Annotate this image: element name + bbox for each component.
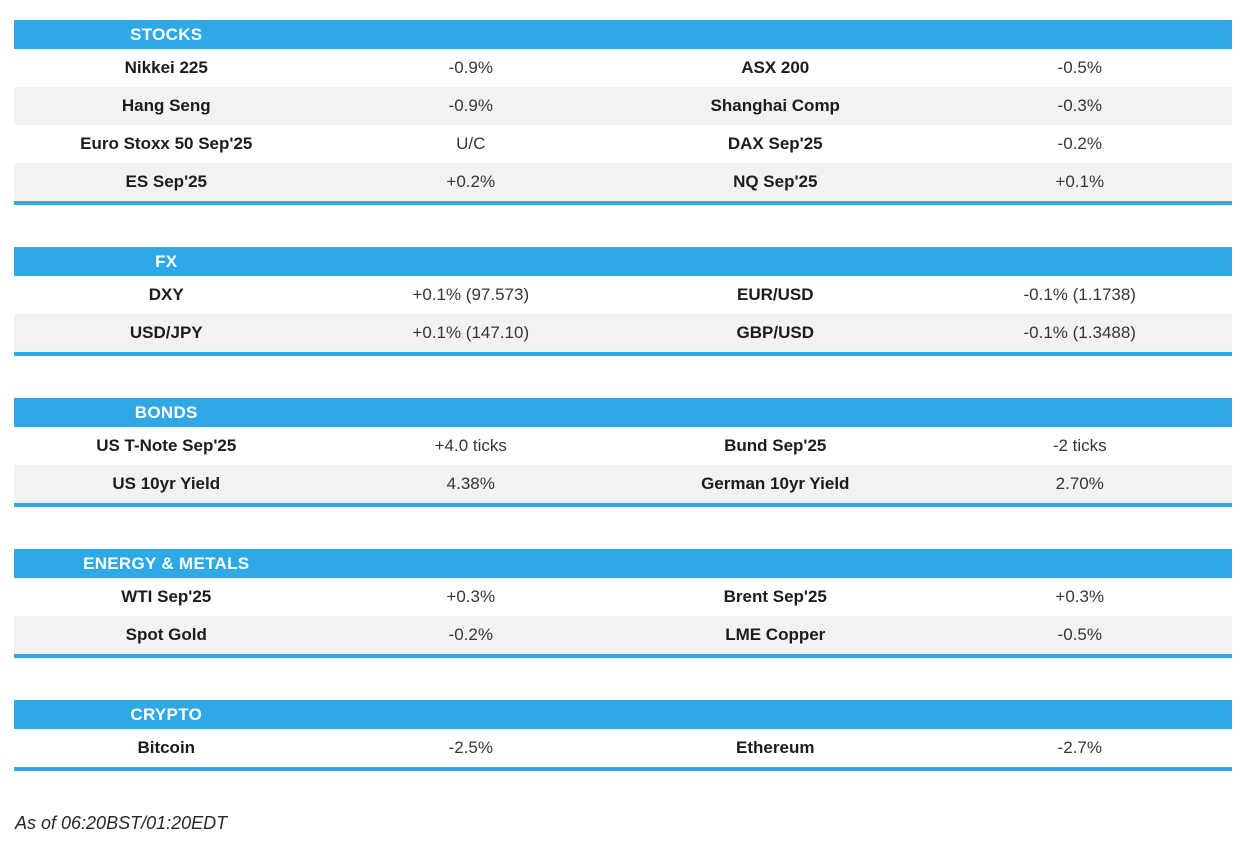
instrument-value: -0.5% bbox=[1057, 58, 1102, 77]
table-row: Euro Stoxx 50 Sep'25 U/C DAX Sep'25 -0.2% bbox=[14, 125, 1232, 163]
instrument-value: 2.70% bbox=[1055, 474, 1104, 493]
section-title: BONDS bbox=[134, 402, 198, 422]
instrument-label: Brent Sep'25 bbox=[723, 587, 827, 606]
instrument-value: -0.5% bbox=[1057, 625, 1102, 644]
instrument-label: Hang Seng bbox=[121, 96, 211, 115]
table-row: USD/JPY +0.1% (147.10) GBP/USD -0.1% (1.348… bbox=[14, 314, 1232, 352]
instrument-value: -2 ticks bbox=[1052, 436, 1107, 455]
section-title: STOCKS bbox=[130, 24, 203, 44]
instrument-value: -0.9% bbox=[448, 58, 493, 77]
table-row: DXY +0.1% (97.573) EUR/USD -0.1% (1.1738) bbox=[14, 276, 1232, 314]
section-table-stocks: STOCKS Nikkei 225 -0.9% ASX 200 -0.5% Hang S… bbox=[14, 20, 1232, 205]
instrument-label: DAX Sep'25 bbox=[727, 134, 823, 153]
section-table-energy-metals: ENERGY & METALS WTI Sep'25 +0.3% Brent Sep… bbox=[14, 549, 1232, 658]
instrument-value: -0.1% (1.3488) bbox=[1023, 323, 1136, 342]
instrument-label: GBP/USD bbox=[736, 323, 814, 342]
section-table-bonds: BONDS US T-Note Sep'25 +4.0 ticks Bund Sep… bbox=[14, 398, 1232, 507]
instrument-value: -0.1% (1.1738) bbox=[1023, 285, 1136, 304]
instrument-label: USD/JPY bbox=[129, 323, 203, 342]
instrument-label: NQ Sep'25 bbox=[733, 172, 818, 191]
section-rows: WTI Sep'25 +0.3% Brent Sep'25 +0.3% Spot Gol… bbox=[14, 578, 1232, 654]
section-rows: DXY +0.1% (97.573) EUR/USD -0.1% (1.1738) US… bbox=[14, 276, 1232, 352]
instrument-label: US T-Note Sep'25 bbox=[96, 436, 237, 455]
instrument-label: WTI Sep'25 bbox=[121, 587, 212, 606]
instrument-label: EUR/USD bbox=[736, 285, 814, 304]
instrument-value: +0.3% bbox=[1055, 587, 1105, 606]
table-row: US T-Note Sep'25 +4.0 ticks Bund Sep'25 -2 … bbox=[14, 427, 1232, 465]
instrument-label: Ethereum bbox=[736, 738, 815, 757]
instrument-value: -2.7% bbox=[1057, 738, 1102, 757]
table-row: WTI Sep'25 +0.3% Brent Sep'25 +0.3% bbox=[14, 578, 1232, 616]
instrument-value: +4.0 ticks bbox=[434, 436, 507, 455]
section-header-bar: CRYPTO bbox=[14, 700, 1232, 729]
table-row: Hang Seng -0.9% Shanghai Comp -0.3% bbox=[14, 87, 1232, 125]
instrument-label: DXY bbox=[148, 285, 184, 304]
section-table-crypto: CRYPTO Bitcoin -2.5% Ethereum -2.7% bbox=[14, 700, 1232, 771]
instrument-value: -0.2% bbox=[1057, 134, 1102, 153]
instrument-value: -0.9% bbox=[448, 96, 493, 115]
section-header-bar: FX bbox=[14, 247, 1232, 276]
section-title: ENERGY & METALS bbox=[83, 553, 250, 573]
instrument-label: US 10yr Yield bbox=[112, 474, 221, 493]
as-of-timestamp: As of 06:20BST/01:20EDT bbox=[15, 813, 228, 833]
section-header-bar: STOCKS bbox=[14, 20, 1232, 49]
instrument-label: Nikkei 225 bbox=[124, 58, 208, 77]
instrument-label: ES Sep'25 bbox=[125, 172, 208, 191]
instrument-value: 4.38% bbox=[446, 474, 495, 493]
instrument-value: +0.3% bbox=[446, 587, 496, 606]
instrument-label: Bitcoin bbox=[137, 738, 196, 757]
instrument-value: +0.1% bbox=[1055, 172, 1105, 191]
table-row: ES Sep'25 +0.2% NQ Sep'25 +0.1% bbox=[14, 163, 1232, 201]
section-table-fx: FX DXY +0.1% (97.573) EUR/USD -0.1% (1.1738… bbox=[14, 247, 1232, 356]
section-rows: Nikkei 225 -0.9% ASX 200 -0.5% Hang Seng -0.9… bbox=[14, 49, 1232, 201]
table-row: Spot Gold -0.2% LME Copper -0.5% bbox=[14, 616, 1232, 654]
instrument-label: Shanghai Comp bbox=[710, 96, 840, 115]
instrument-value: +0.1% (97.573) bbox=[412, 285, 530, 304]
instrument-value: +0.2% bbox=[446, 172, 496, 191]
instrument-value: -0.2% bbox=[448, 625, 493, 644]
section-rows: Bitcoin -2.5% Ethereum -2.7% bbox=[14, 729, 1232, 767]
instrument-value: -0.3% bbox=[1057, 96, 1102, 115]
table-row: Bitcoin -2.5% Ethereum -2.7% bbox=[14, 729, 1232, 767]
instrument-value: +0.1% (147.10) bbox=[412, 323, 530, 342]
market-tables: STOCKS Nikkei 225 -0.9% ASX 200 -0.5% Hang S… bbox=[14, 20, 1260, 771]
table-row: Nikkei 225 -0.9% ASX 200 -0.5% bbox=[14, 49, 1232, 87]
instrument-label: Bund Sep'25 bbox=[724, 436, 827, 455]
instrument-label: ASX 200 bbox=[741, 58, 810, 77]
section-header-bar: ENERGY & METALS bbox=[14, 549, 1232, 578]
section-header-bar: BONDS bbox=[14, 398, 1232, 427]
instrument-label: German 10yr Yield bbox=[701, 474, 850, 493]
instrument-label: Spot Gold bbox=[125, 625, 207, 644]
instrument-value: U/C bbox=[456, 134, 486, 153]
instrument-label: Euro Stoxx 50 Sep'25 bbox=[80, 134, 253, 153]
table-row: US 10yr Yield 4.38% German 10yr Yield 2.70% bbox=[14, 465, 1232, 503]
instrument-label: LME Copper bbox=[725, 625, 826, 644]
section-title: CRYPTO bbox=[130, 704, 203, 724]
instrument-value: -2.5% bbox=[448, 738, 493, 757]
section-rows: US T-Note Sep'25 +4.0 ticks Bund Sep'25 -2 … bbox=[14, 427, 1232, 503]
section-title: FX bbox=[155, 251, 178, 271]
